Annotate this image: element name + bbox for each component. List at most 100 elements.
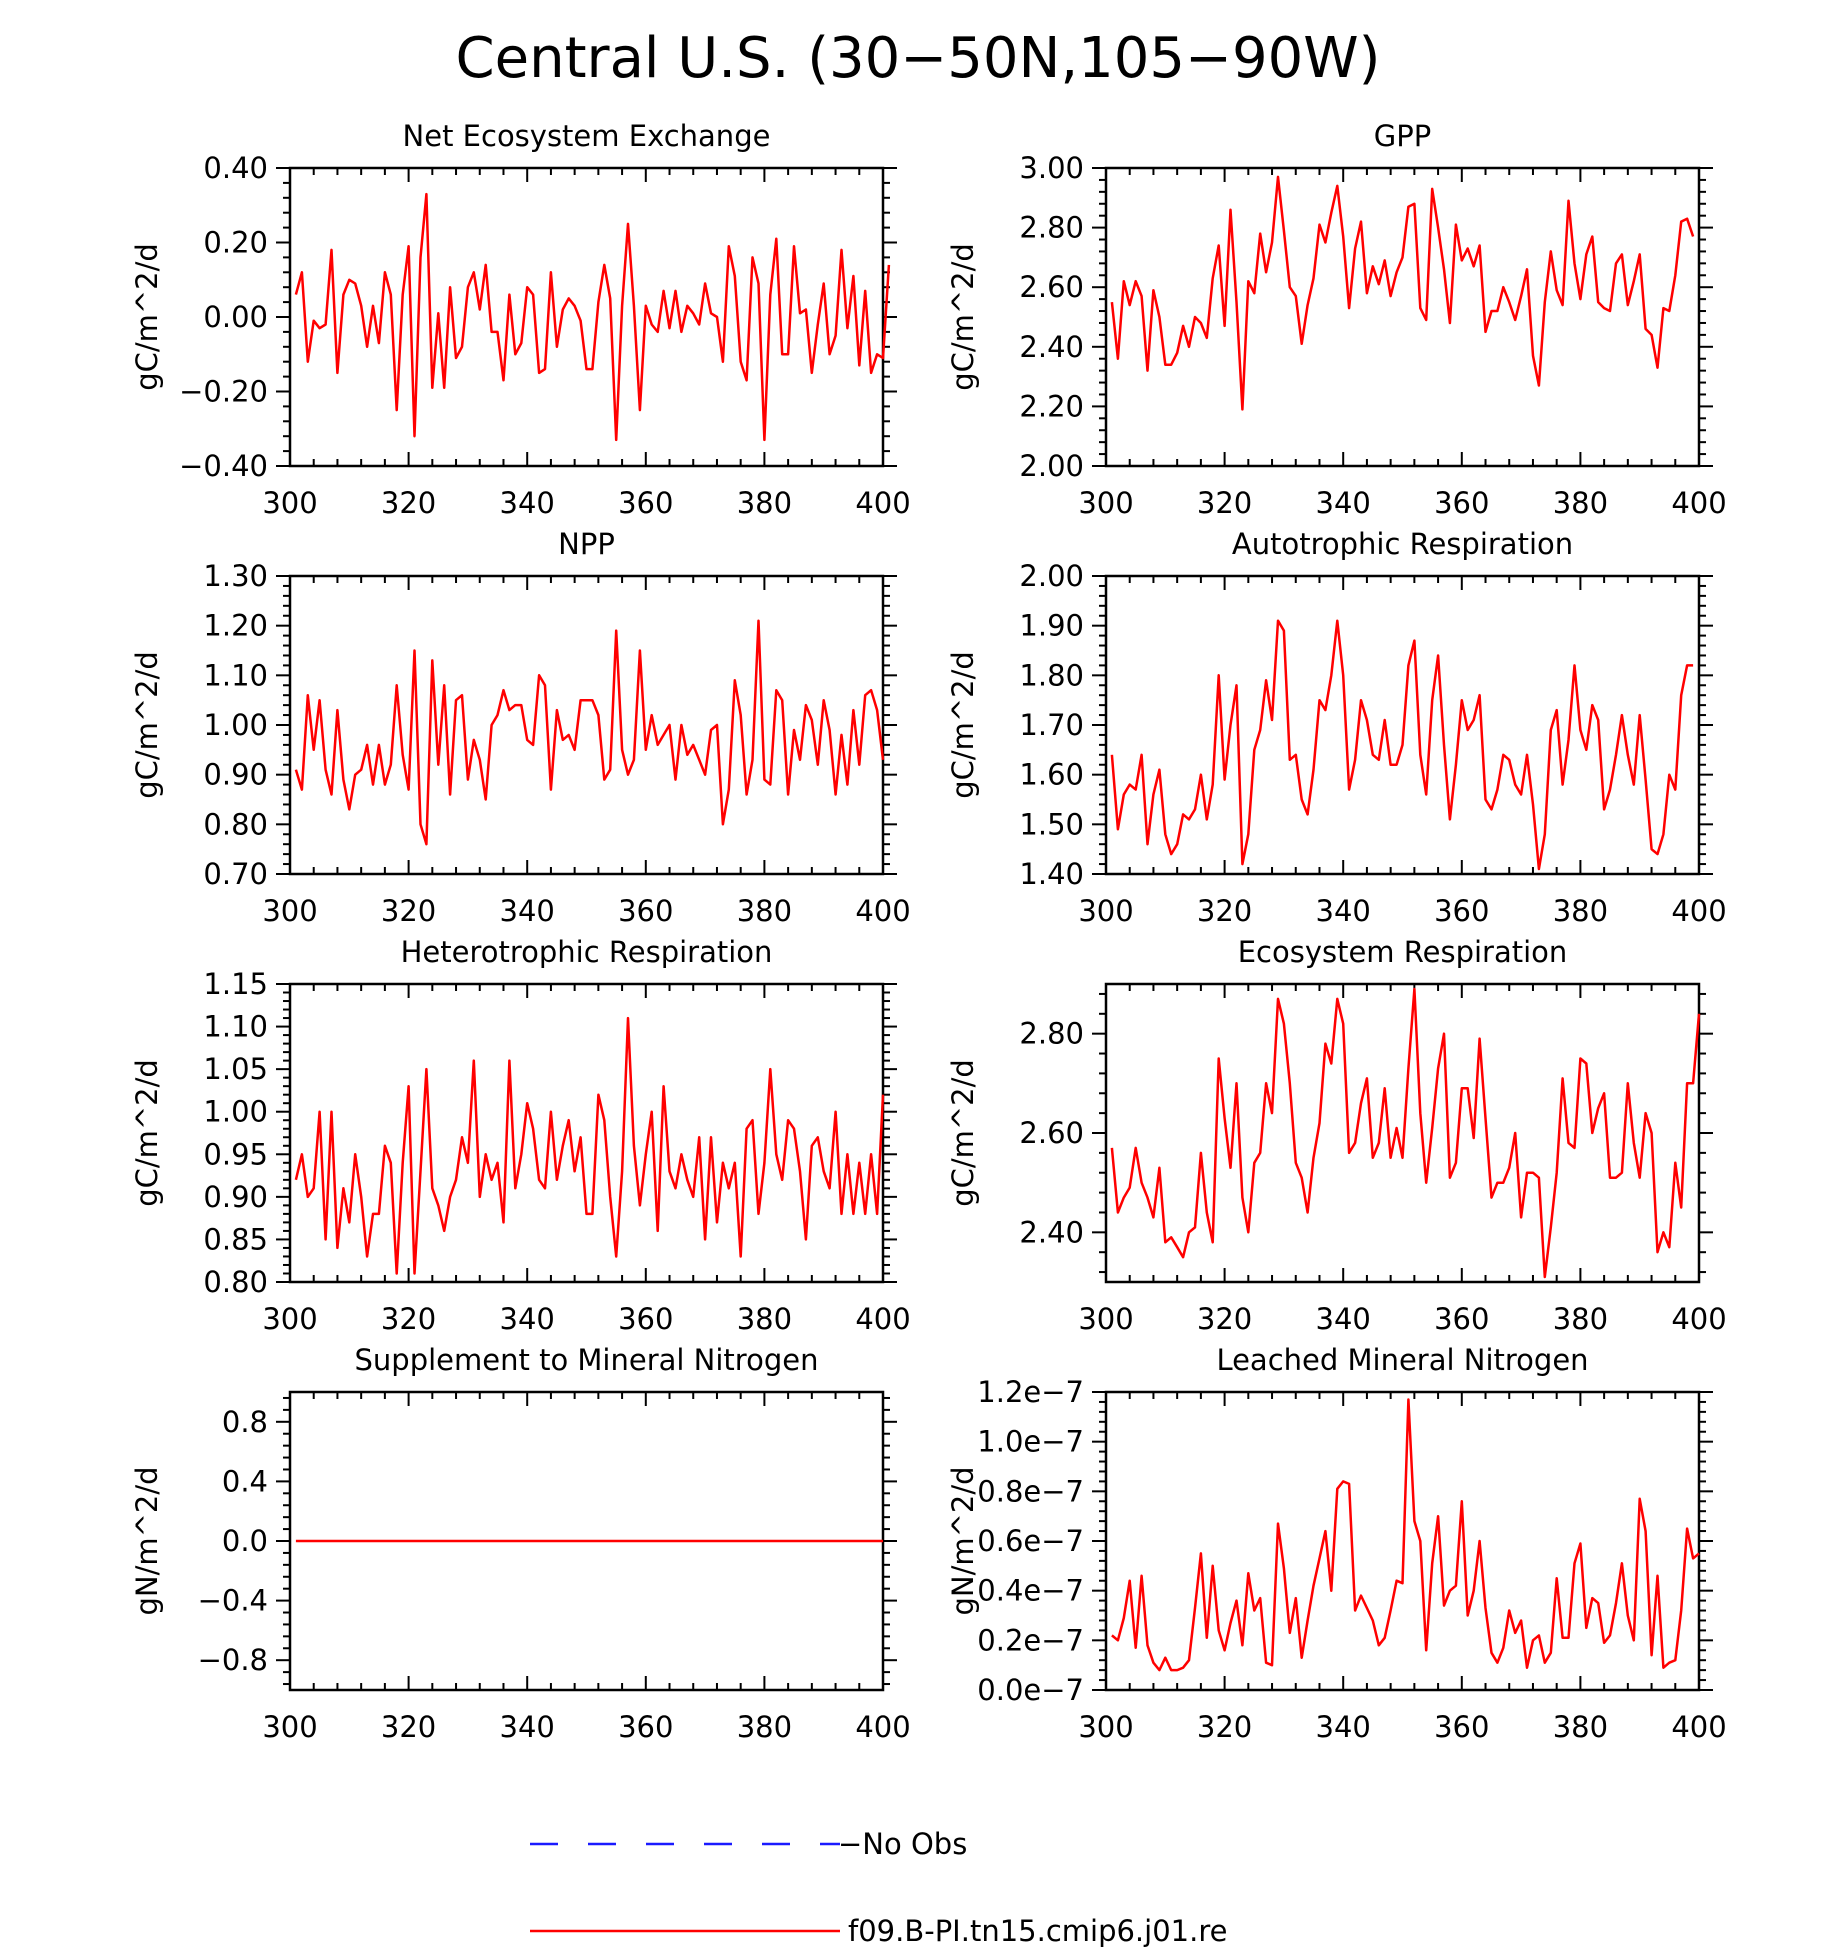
npp-title: NPP <box>558 527 615 561</box>
npp-x-tick-label: 360 <box>618 894 673 928</box>
autotrophic-respiration-y-tick-label: 1.80 <box>1019 658 1084 692</box>
leached-mineral-nitrogen-x-tick-label: 380 <box>1553 1710 1608 1744</box>
autotrophic-respiration-y-tick-label: 1.50 <box>1019 807 1084 841</box>
panel-npp: NPP gC/m^2/d 300 320 340 360 380 400 0.70 0.80 0.9… <box>130 527 911 928</box>
heterotrophic-respiration-x-tick-label: 360 <box>618 1302 673 1336</box>
ecosystem-respiration-title: Ecosystem Respiration <box>1238 935 1568 969</box>
npp-y-tick-label: 1.30 <box>203 559 268 593</box>
leached-mineral-nitrogen-title: Leached Mineral Nitrogen <box>1216 1343 1588 1377</box>
gpp-plot-frame <box>1104 166 1701 468</box>
ecosystem-respiration-plot-frame <box>1104 982 1701 1284</box>
net-ecosystem-exchange-x-tick-label: 380 <box>737 486 792 520</box>
net-ecosystem-exchange-y-tick-label: 0.20 <box>203 226 268 260</box>
supplement-to-mineral-nitrogen-title: Supplement to Mineral Nitrogen <box>355 1343 819 1377</box>
supplement-to-mineral-nitrogen-x-tick-label: 400 <box>855 1710 910 1744</box>
autotrophic-respiration-x-tick-label: 300 <box>1078 894 1133 928</box>
net-ecosystem-exchange-series-line <box>294 192 891 442</box>
gpp-y-tick-label: 2.40 <box>1019 330 1084 364</box>
autotrophic-respiration-plot-frame <box>1104 574 1701 876</box>
panel-supplement-to-mineral-nitrogen: Supplement to Mineral Nitrogen gN/m^2/d 30… <box>130 1343 911 1744</box>
supplement-to-mineral-nitrogen-x-tick-label: 340 <box>500 1710 555 1744</box>
autotrophic-respiration-y-tick-label: 2.00 <box>1019 559 1084 593</box>
npp-x-tick-label: 320 <box>381 894 436 928</box>
ecosystem-respiration-y-tick-label: 2.60 <box>1019 1116 1084 1150</box>
ecosystem-respiration-y-tick-label: 2.80 <box>1019 1017 1084 1051</box>
heterotrophic-respiration-y-tick-label: 0.85 <box>203 1222 268 1256</box>
ecosystem-respiration-y-axis-label: gC/m^2/d <box>946 1059 980 1207</box>
panel-autotrophic-respiration: Autotrophic Respiration gC/m^2/d 300 320 340… <box>946 527 1727 928</box>
panel-leached-mineral-nitrogen: Leached Mineral Nitrogen gN/m^2/d 300 320 34… <box>946 1343 1727 1744</box>
net-ecosystem-exchange-x-tick-label: 360 <box>618 486 673 520</box>
autotrophic-respiration-y-tick-label: 1.90 <box>1019 609 1084 643</box>
heterotrophic-respiration-y-axis-label: gC/m^2/d <box>130 1059 164 1207</box>
gpp-x-tick-label: 360 <box>1434 486 1489 520</box>
npp-x-tick-label: 400 <box>855 894 910 928</box>
autotrophic-respiration-y-tick-label: 1.40 <box>1019 857 1084 891</box>
heterotrophic-respiration-series-line <box>294 1016 885 1275</box>
supplement-to-mineral-nitrogen-y-tick-label: −0.4 <box>198 1584 268 1618</box>
gpp-y-tick-label: 2.80 <box>1019 211 1084 245</box>
leached-mineral-nitrogen-x-tick-label: 300 <box>1078 1710 1133 1744</box>
panel-net-ecosystem-exchange: Net Ecosystem Exchange gC/m^2/d 300 320 340 3… <box>130 119 911 520</box>
autotrophic-respiration-x-tick-label: 320 <box>1197 894 1252 928</box>
ecosystem-respiration-x-tick-label: 340 <box>1316 1302 1371 1336</box>
leached-mineral-nitrogen-y-tick-label: 0.6e−7 <box>977 1524 1084 1558</box>
leached-mineral-nitrogen-y-tick-label: 0.8e−7 <box>977 1474 1084 1508</box>
supplement-to-mineral-nitrogen-y-tick-label: 0.0 <box>222 1524 268 1558</box>
net-ecosystem-exchange-title: Net Ecosystem Exchange <box>403 119 771 153</box>
ecosystem-respiration-x-tick-label: 360 <box>1434 1302 1489 1336</box>
ecosystem-respiration-y-tick-label: 2.40 <box>1019 1215 1084 1249</box>
net-ecosystem-exchange-x-tick-label: 340 <box>500 486 555 520</box>
net-ecosystem-exchange-y-tick-label: −0.40 <box>179 449 268 483</box>
panel-ecosystem-respiration: Ecosystem Respiration gC/m^2/d 300 320 340 36… <box>946 935 1727 1336</box>
leached-mineral-nitrogen-x-tick-label: 360 <box>1434 1710 1489 1744</box>
autotrophic-respiration-x-tick-label: 400 <box>1671 894 1726 928</box>
net-ecosystem-exchange-y-tick-label: 0.40 <box>203 151 268 185</box>
leached-mineral-nitrogen-y-tick-label: 1.0e−7 <box>977 1425 1084 1459</box>
net-ecosystem-exchange-plot-frame <box>288 166 885 468</box>
heterotrophic-respiration-x-tick-label: 340 <box>500 1302 555 1336</box>
panel-gpp: GPP gC/m^2/d 300 320 340 360 380 400 2.00 2.20 2.4… <box>946 119 1727 520</box>
gpp-y-tick-label: 3.00 <box>1019 151 1084 185</box>
net-ecosystem-exchange-x-tick-label: 400 <box>855 486 910 520</box>
net-ecosystem-exchange-x-tick-label: 300 <box>262 486 317 520</box>
leached-mineral-nitrogen-plot-frame <box>1104 1390 1701 1692</box>
gpp-x-tick-label: 300 <box>1078 486 1133 520</box>
figure-title: Central U.S. (30−50N,105−90W) <box>456 26 1381 91</box>
heterotrophic-respiration-y-tick-label: 1.15 <box>203 967 268 1001</box>
supplement-to-mineral-nitrogen-y-tick-label: 0.8 <box>222 1405 268 1439</box>
gpp-y-tick-label: 2.00 <box>1019 449 1084 483</box>
gpp-x-tick-label: 400 <box>1671 486 1726 520</box>
leached-mineral-nitrogen-y-tick-label: 1.2e−7 <box>977 1375 1084 1409</box>
supplement-to-mineral-nitrogen-y-tick-label: 0.4 <box>222 1464 268 1498</box>
heterotrophic-respiration-x-tick-label: 400 <box>855 1302 910 1336</box>
heterotrophic-respiration-y-tick-label: 1.00 <box>203 1095 268 1129</box>
net-ecosystem-exchange-y-axis-label: gC/m^2/d <box>130 243 164 391</box>
heterotrophic-respiration-y-tick-label: 1.05 <box>203 1052 268 1086</box>
ecosystem-respiration-x-tick-label: 380 <box>1553 1302 1608 1336</box>
leached-mineral-nitrogen-y-axis-label: gN/m^2/d <box>946 1466 980 1615</box>
supplement-to-mineral-nitrogen-x-tick-label: 360 <box>618 1710 673 1744</box>
gpp-series-line <box>1110 175 1695 411</box>
autotrophic-respiration-x-tick-label: 380 <box>1553 894 1608 928</box>
supplement-to-mineral-nitrogen-y-axis-label: gN/m^2/d <box>130 1466 164 1615</box>
autotrophic-respiration-x-tick-label: 340 <box>1316 894 1371 928</box>
heterotrophic-respiration-y-tick-label: 1.10 <box>203 1010 268 1044</box>
npp-plot-frame <box>288 574 885 876</box>
npp-y-tick-label: 1.20 <box>203 609 268 643</box>
ecosystem-respiration-x-tick-label: 300 <box>1078 1302 1133 1336</box>
leached-mineral-nitrogen-y-tick-label: 0.2e−7 <box>977 1623 1084 1657</box>
autotrophic-respiration-y-tick-label: 1.70 <box>1019 708 1084 742</box>
autotrophic-respiration-title: Autotrophic Respiration <box>1232 527 1573 561</box>
npp-y-tick-label: 0.90 <box>203 758 268 792</box>
gpp-y-axis-label: gC/m^2/d <box>946 243 980 391</box>
leached-mineral-nitrogen-series-line <box>1111 1398 1700 1672</box>
npp-y-tick-label: 0.80 <box>203 807 268 841</box>
leached-mineral-nitrogen-y-tick-label: 0.4e−7 <box>977 1574 1084 1608</box>
gpp-y-tick-label: 2.60 <box>1019 270 1084 304</box>
heterotrophic-respiration-x-tick-label: 300 <box>262 1302 317 1336</box>
supplement-to-mineral-nitrogen-y-tick-label: −0.8 <box>198 1643 268 1677</box>
net-ecosystem-exchange-x-tick-label: 320 <box>381 486 436 520</box>
autotrophic-respiration-x-tick-label: 360 <box>1434 894 1489 928</box>
legend-label-model-run: f09.B-PI.tn15.cmip6.j01.re <box>848 1914 1227 1948</box>
